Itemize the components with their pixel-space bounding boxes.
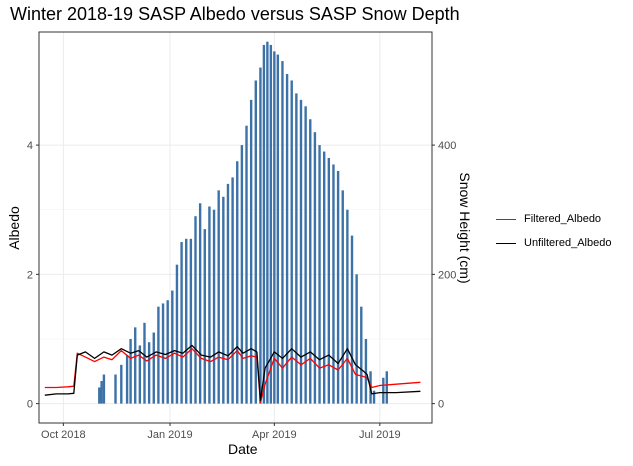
snow-depth-bar [385, 371, 388, 404]
legend: Filtered_Albedo Unfiltered_Albedo [496, 207, 611, 255]
snow-depth-bar [203, 229, 206, 404]
snow-depth-bar [313, 132, 317, 404]
snow-depth-bar [350, 235, 354, 404]
axes: 0 2 4 0 200 400 Oct 2018 Jan 2019 Apr 2019 Jul 20… [27, 140, 456, 441]
snow-depth-bar [171, 290, 174, 404]
snow-depth-bar [327, 158, 331, 404]
snow-depth-bar [295, 93, 298, 404]
snow-depth-bar [332, 164, 335, 404]
legend-key-filtered [496, 218, 516, 220]
snow-depth-bar [360, 306, 363, 404]
snow-depth-bar [180, 242, 183, 404]
y2-tick-label: 0 [438, 399, 444, 411]
snow-depth-bar [98, 387, 101, 404]
snow-depth-bar [309, 119, 312, 404]
snow-depth-bar [102, 374, 106, 404]
snow-depth-bar [125, 355, 129, 404]
y-axis-label: Albedo [6, 206, 22, 250]
snow-depth-bar [114, 374, 117, 404]
snow-depth-bar [245, 125, 248, 404]
secondary-y-axis-label: Snow Height (cm) [457, 172, 473, 284]
x-tick-label: Oct 2018 [41, 429, 86, 441]
x-tick-label: Jul 2019 [359, 429, 401, 441]
snow-depth-bar [318, 145, 321, 404]
snow-depth-bar [147, 342, 151, 404]
y-tick-label: 2 [27, 269, 33, 281]
snow-depth-bar [372, 390, 376, 404]
legend-item-filtered: Filtered_Albedo [496, 207, 611, 231]
snow-depth-bar [364, 338, 368, 404]
snow-depth-bar [299, 99, 303, 404]
x-tick-label: Jan 2019 [147, 429, 192, 441]
y2-tick-label: 400 [438, 140, 456, 152]
snow-depth-bar [236, 161, 239, 404]
snow-depth-bar [208, 206, 211, 404]
snow-depth-bar [143, 322, 146, 404]
snow-depth-bar [341, 190, 344, 404]
snow-depth-bar [157, 306, 160, 404]
series-line-unfiltered-albedo [44, 344, 421, 402]
snow-depth-bar [262, 44, 266, 404]
snow-depth-bar [198, 203, 202, 404]
plot-panel [39, 32, 432, 423]
snow-depth-bar [276, 54, 280, 404]
snow-depth-bar [273, 51, 276, 404]
legend-label-unfiltered: Unfiltered_Albedo [524, 237, 612, 249]
snow-depth-bar [222, 196, 225, 404]
snow-depth-bar [194, 216, 197, 404]
snow-depth-bar [231, 177, 234, 404]
legend-label-filtered: Filtered_Albedo [524, 213, 602, 225]
snow-depth-bar [138, 345, 142, 404]
plot-border [38, 31, 433, 424]
snow-depth-bar [382, 377, 385, 404]
snow-depth-bar [355, 274, 358, 404]
x-tick-label: Apr 2019 [252, 429, 297, 441]
snow-depth-bar [217, 190, 220, 404]
snow-depth-bar [266, 41, 269, 404]
snow-depth-bar [281, 61, 284, 404]
x-axis-label: Date [228, 441, 258, 457]
chart-title: Winter 2018-19 SASP Albedo versus SASP S… [10, 4, 460, 24]
snow-depth-bar [240, 145, 244, 404]
snow-depth-bar [129, 338, 132, 404]
snow-depth-bar [226, 183, 230, 404]
y2-tick-label: 200 [438, 269, 456, 281]
y-tick-label: 4 [27, 140, 33, 152]
snow-depth-bar [290, 80, 293, 404]
y-tick-label: 0 [27, 399, 33, 411]
snow-depth-bar [212, 209, 216, 404]
legend-item-unfiltered: Unfiltered_Albedo [496, 231, 611, 255]
snow-depth-bars [98, 41, 388, 404]
snow-depth-bar [249, 99, 253, 404]
snow-depth-bar [269, 44, 273, 404]
snow-depth-bar [189, 238, 193, 404]
legend-key-unfiltered [496, 242, 516, 244]
snow-depth-bar [322, 151, 326, 404]
snow-depth-bar [185, 238, 188, 404]
snow-depth-bar [346, 209, 349, 404]
albedo-lines [44, 344, 421, 403]
snow-depth-bar [166, 300, 169, 404]
snow-depth-bar [304, 106, 307, 404]
snow-depth-bar [120, 364, 123, 404]
snow-depth-bar [134, 327, 137, 404]
snow-depth-bar [100, 380, 103, 404]
series-line-filtered-albedo [44, 348, 421, 403]
snow-depth-bar [259, 67, 262, 404]
snow-depth-bar [285, 74, 289, 404]
snow-depth-bar [254, 80, 257, 404]
snow-depth-bar [175, 264, 179, 404]
snow-depth-bar [152, 332, 155, 404]
snow-depth-bar [336, 170, 340, 404]
